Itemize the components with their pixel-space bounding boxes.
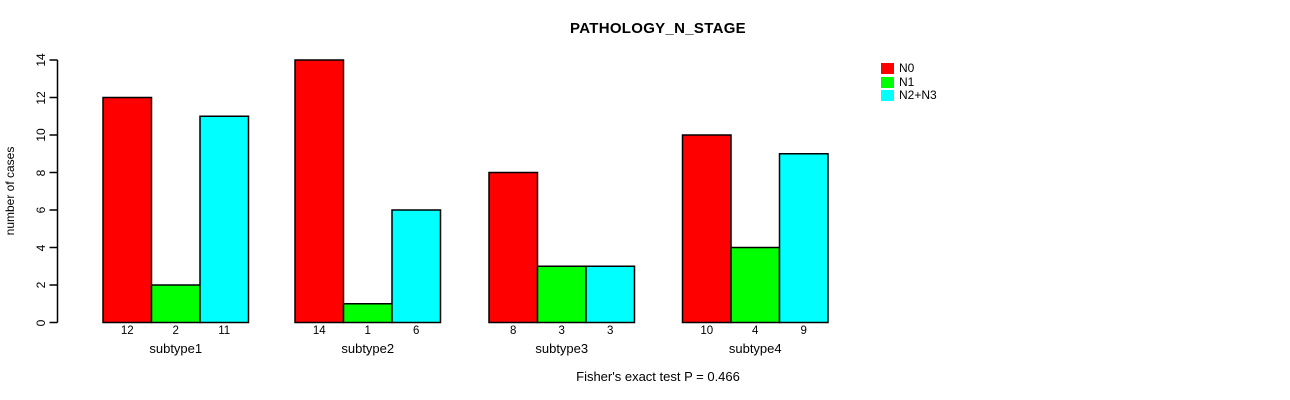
y-tick-label: 4 bbox=[33, 244, 48, 251]
bar-subtype1-N2+N3 bbox=[199, 115, 250, 324]
legend-swatch-N1 bbox=[881, 76, 894, 88]
legend-item-N2+N3: N2+N3 bbox=[881, 89, 937, 103]
bar-value-label-subtype3-N2+N3: 3 bbox=[607, 325, 614, 337]
bar-subtype2-N1 bbox=[342, 303, 393, 324]
bar-subtype1-N1 bbox=[150, 284, 201, 324]
bar-value-label-subtype4-N0: 10 bbox=[700, 325, 714, 337]
legend-label: N1 bbox=[899, 74, 915, 89]
legend-swatch-N2+N3 bbox=[881, 90, 894, 102]
legend-item-N0: N0 bbox=[881, 62, 937, 76]
y-tick-label: 12 bbox=[33, 90, 48, 105]
chart-title: PATHOLOGY_N_STAGE bbox=[570, 20, 746, 37]
bar-value-label-subtype4-N2+N3: 9 bbox=[800, 325, 807, 337]
bar-subtype3-N0 bbox=[488, 171, 539, 324]
fisher-test-annotation: Fisher's exact test P = 0.466 bbox=[576, 369, 740, 384]
bar-subtype3-N2+N3 bbox=[585, 265, 636, 324]
bar-subtype3-N1 bbox=[536, 265, 587, 324]
y-tick-label: 6 bbox=[33, 206, 48, 214]
bar-subtype4-N1 bbox=[730, 246, 781, 324]
bar-subtype2-N0 bbox=[294, 59, 345, 324]
y-tick-label: 2 bbox=[33, 281, 48, 289]
x-category-label-subtype1: subtype1 bbox=[149, 341, 203, 356]
bar-value-label-subtype3-N0: 8 bbox=[510, 325, 517, 337]
legend: N0 N1 N2+N3 bbox=[881, 62, 937, 103]
bar-value-label-subtype3-N1: 3 bbox=[558, 325, 565, 337]
x-category-label-subtype2: subtype2 bbox=[341, 341, 395, 356]
bar-value-label-subtype4-N1: 4 bbox=[752, 325, 759, 337]
x-category-label-subtype4: subtype4 bbox=[728, 341, 782, 356]
bar-value-label-subtype1-N2+N3: 11 bbox=[218, 325, 231, 337]
y-tick-label: 8 bbox=[33, 169, 48, 176]
y-tick-label: 14 bbox=[33, 53, 48, 67]
bar-subtype2-N2+N3 bbox=[391, 209, 442, 324]
bar-subtype4-N0 bbox=[681, 134, 732, 324]
legend-label: N2+N3 bbox=[899, 88, 937, 103]
legend-label: N0 bbox=[899, 61, 915, 76]
x-category-label-subtype3: subtype3 bbox=[535, 341, 589, 356]
bar-subtype1-N0 bbox=[102, 96, 153, 324]
legend-swatch-N0 bbox=[881, 63, 894, 75]
y-tick-label: 10 bbox=[33, 128, 48, 142]
y-tick-label: 0 bbox=[33, 319, 48, 326]
legend-item-N1: N1 bbox=[881, 74, 937, 90]
bar-value-label-subtype2-N2+N3: 6 bbox=[413, 325, 420, 337]
bar-subtype4-N2+N3 bbox=[778, 153, 829, 324]
bar-value-label-subtype1-N0: 12 bbox=[120, 325, 134, 337]
bar-value-label-subtype1-N1: 2 bbox=[172, 325, 179, 337]
bar-value-label-subtype2-N1: 1 bbox=[364, 325, 371, 337]
bar-value-label-subtype2-N0: 14 bbox=[312, 325, 326, 337]
